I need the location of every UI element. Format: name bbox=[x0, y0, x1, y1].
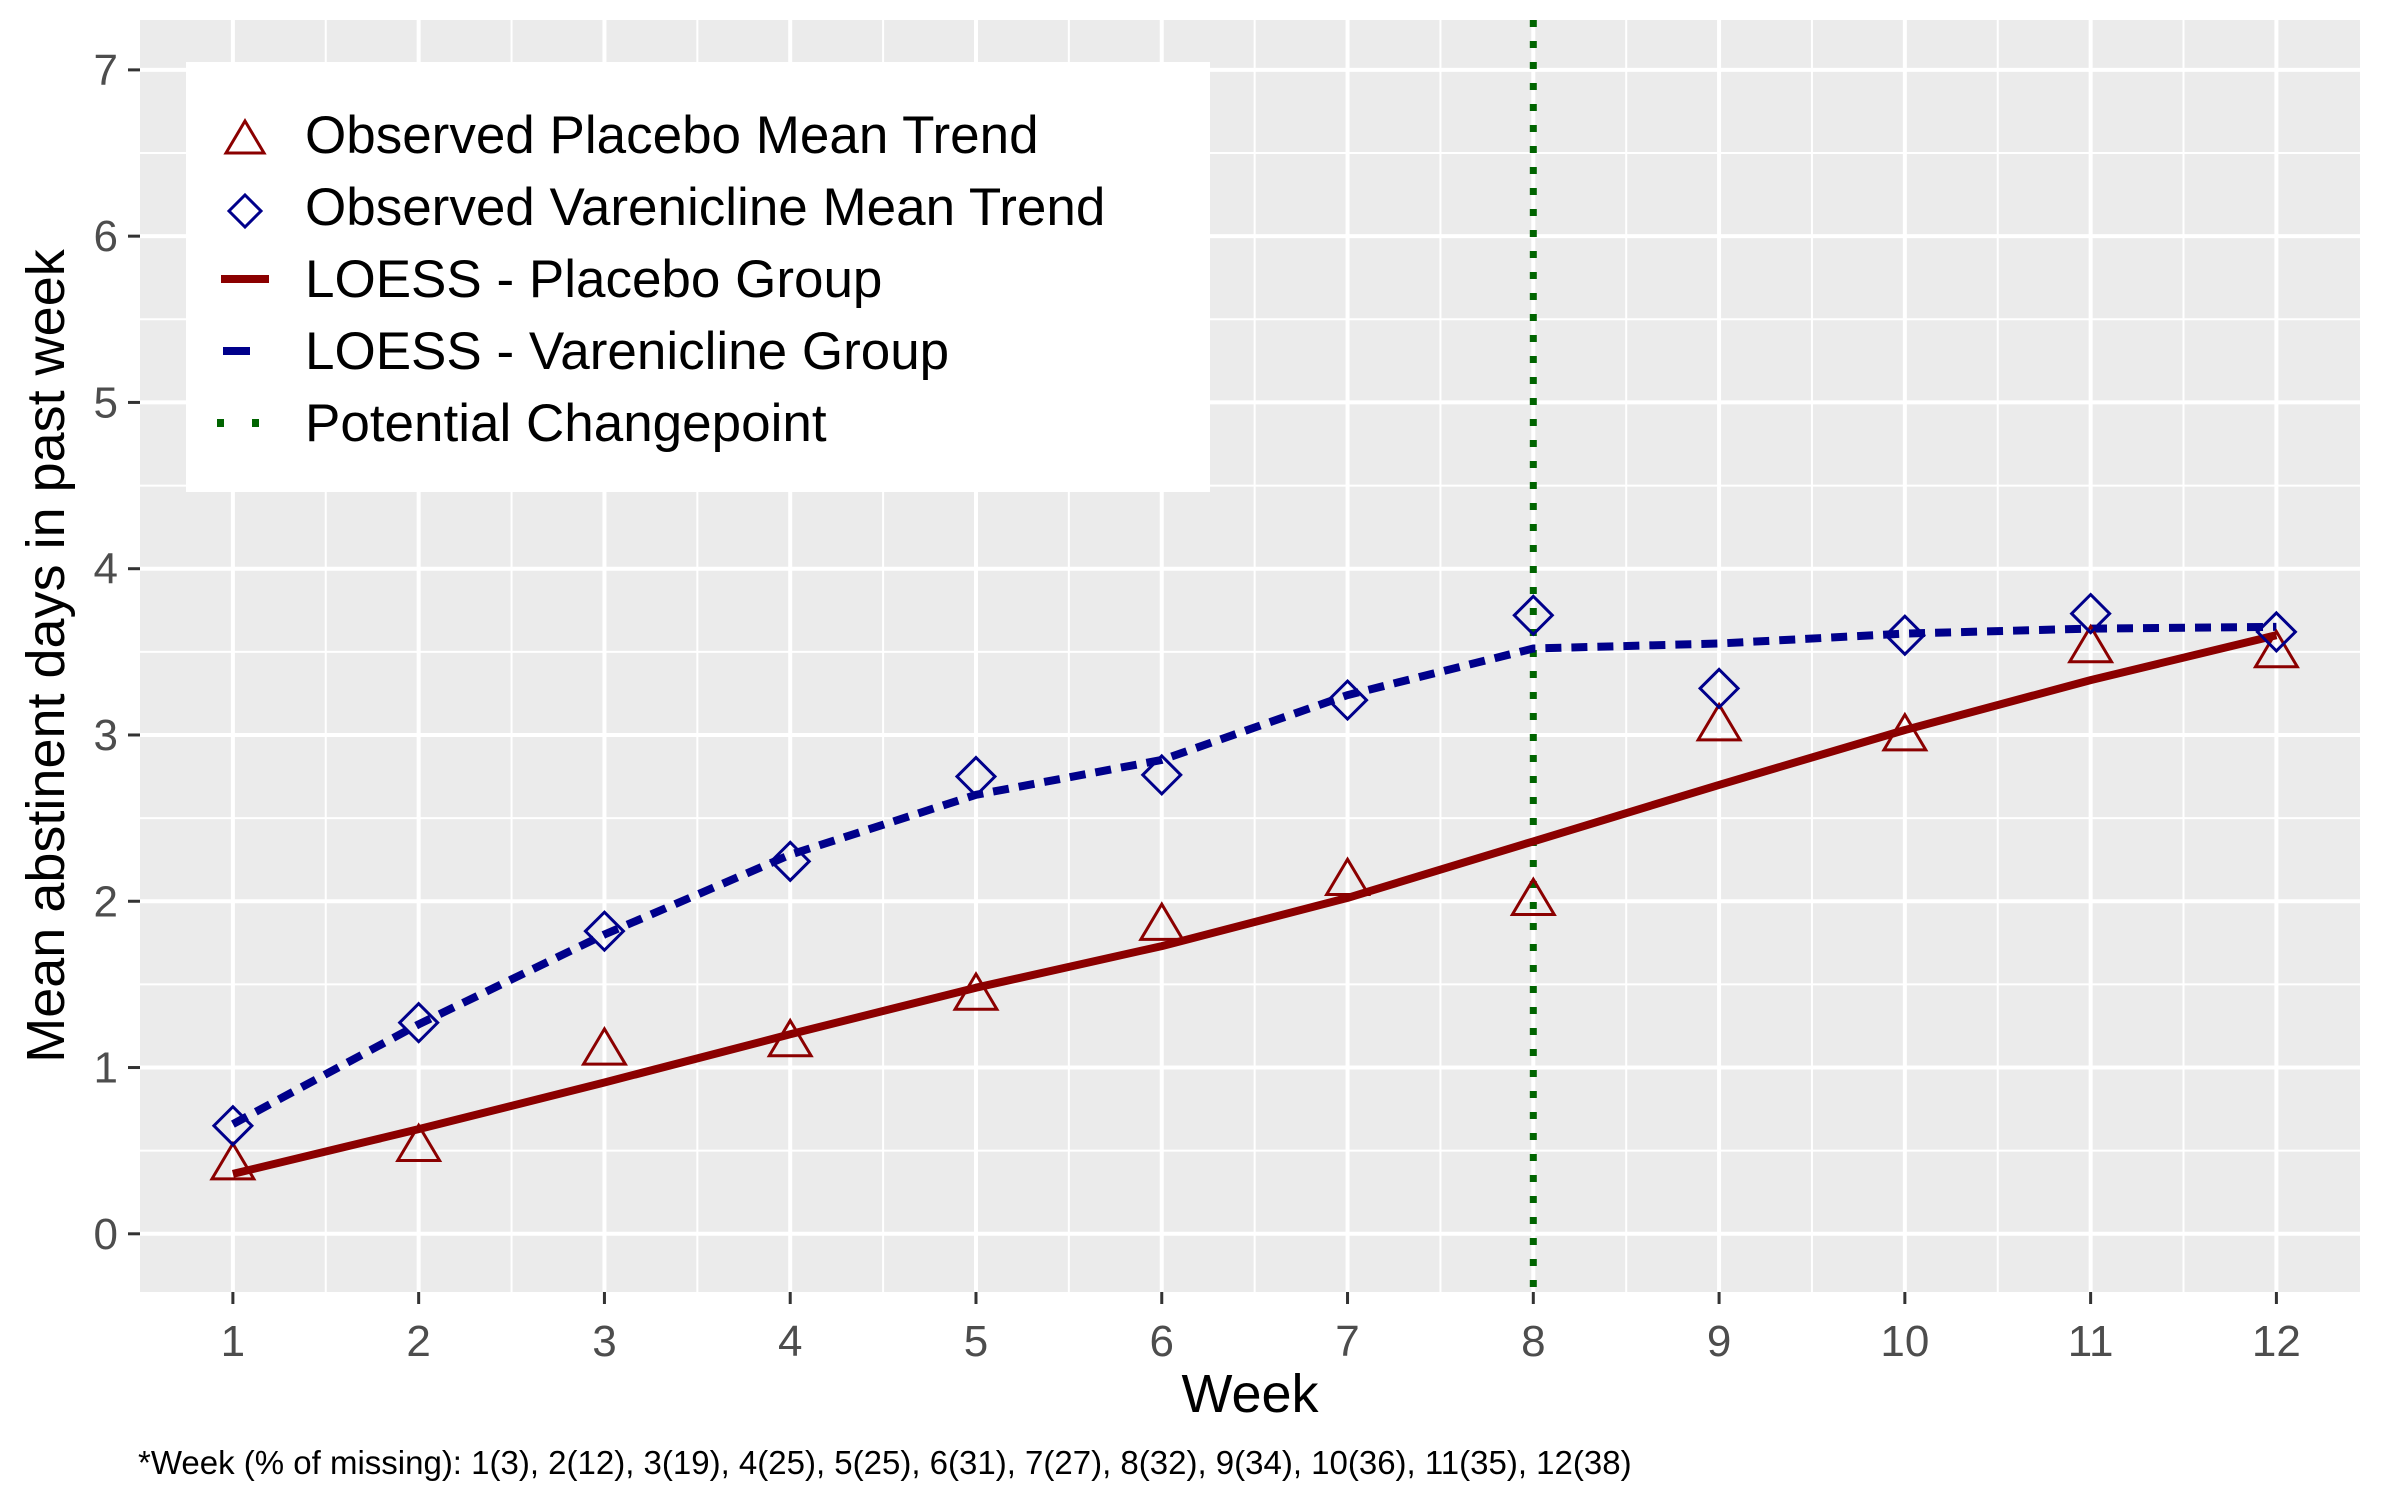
legend-label: Observed Varenicline Mean Trend bbox=[305, 178, 1105, 237]
placebo-point bbox=[1323, 856, 1372, 897]
varenicline-point bbox=[1326, 678, 1369, 722]
varenicline-point bbox=[2069, 592, 2112, 635]
x-tick-label: 9 bbox=[1707, 1317, 1731, 1366]
y-tick-label: 0 bbox=[94, 1210, 118, 1259]
observed-points bbox=[209, 592, 2300, 1181]
placebo-point bbox=[395, 1122, 443, 1163]
varenicline-point bbox=[583, 910, 626, 953]
legend-label: Potential Changepoint bbox=[305, 394, 827, 453]
footnote: *Week (% of missing): 1(3), 2(12), 3(19)… bbox=[138, 1444, 1632, 1481]
legend-key bbox=[226, 192, 264, 230]
placebo-point bbox=[952, 971, 1000, 1011]
y-tick-label: 2 bbox=[94, 877, 118, 926]
loess-placebo-line bbox=[231, 631, 2278, 1178]
x-tick-label: 7 bbox=[1335, 1317, 1359, 1366]
y-tick-label: 5 bbox=[94, 378, 118, 427]
varenicline-point bbox=[211, 1104, 255, 1147]
x-tick-label: 2 bbox=[406, 1317, 430, 1366]
x-tick-label: 8 bbox=[1521, 1317, 1545, 1366]
y-tick-label: 1 bbox=[94, 1044, 118, 1093]
varenicline-point bbox=[1883, 614, 1926, 657]
legend-label: LOESS - Placebo Group bbox=[305, 250, 882, 309]
x-tick-label: 11 bbox=[2068, 1317, 2114, 1366]
x-tick-label: 12 bbox=[2252, 1317, 2301, 1366]
legend-key bbox=[223, 118, 267, 155]
legend-label: Observed Placebo Mean Trend bbox=[305, 106, 1039, 165]
placebo-point bbox=[1138, 901, 1186, 941]
legend: Observed Placebo Mean Trend Observed Vare… bbox=[186, 62, 1210, 492]
loess-lines bbox=[231, 622, 2278, 1178]
varenicline-point bbox=[769, 840, 812, 883]
varenicline-point bbox=[1697, 667, 1741, 710]
y-tick-label: 6 bbox=[94, 212, 118, 261]
placebo-point bbox=[1695, 701, 1743, 742]
y-tick-label: 4 bbox=[94, 545, 118, 594]
placebo-point bbox=[209, 1140, 257, 1181]
y-tick-label: 7 bbox=[94, 46, 118, 95]
x-tick-label: 6 bbox=[1150, 1317, 1174, 1366]
varenicline-point bbox=[1140, 753, 1183, 797]
varenicline-point bbox=[954, 755, 998, 798]
placebo-point bbox=[766, 1017, 814, 1058]
varenicline-point bbox=[397, 1001, 440, 1044]
y-axis-title: Mean abstinent days in past week bbox=[16, 248, 76, 1062]
placebo-point bbox=[1881, 711, 1929, 752]
placebo-point bbox=[580, 1025, 628, 1066]
y-tick-label: 3 bbox=[94, 711, 118, 760]
x-tick-label: 5 bbox=[964, 1317, 988, 1366]
loess-varenicline-line bbox=[231, 622, 2277, 1128]
placebo-point bbox=[1509, 876, 1557, 916]
legend-label: LOESS - Varenicline Group bbox=[305, 322, 949, 381]
x-axis-title: Week bbox=[1181, 1364, 1319, 1424]
x-tick-label: 1 bbox=[221, 1317, 245, 1366]
legend-box bbox=[186, 62, 1210, 492]
diamond-icon bbox=[226, 192, 264, 230]
placebo-point bbox=[2252, 628, 2300, 669]
varenicline-point bbox=[2255, 610, 2298, 654]
placebo-point bbox=[2067, 623, 2115, 664]
x-tick-label: 4 bbox=[778, 1317, 802, 1366]
x-tick-label: 3 bbox=[592, 1317, 616, 1366]
varenicline-point bbox=[1512, 594, 1555, 637]
x-tick-label: 10 bbox=[1880, 1317, 1929, 1366]
triangle-icon bbox=[223, 118, 267, 155]
